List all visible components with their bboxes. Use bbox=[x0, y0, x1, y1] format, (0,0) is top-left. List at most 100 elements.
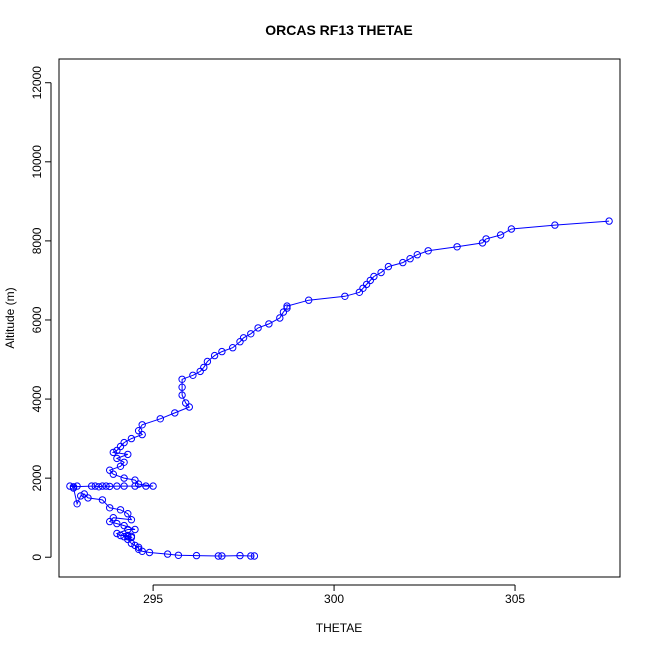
data-point bbox=[127, 434, 136, 443]
y-tick-label: 8000 bbox=[30, 227, 44, 254]
data-point bbox=[189, 371, 197, 379]
data-point bbox=[120, 438, 128, 447]
x-tick-label: 300 bbox=[324, 592, 344, 606]
data-point bbox=[239, 334, 248, 342]
data-point bbox=[142, 482, 150, 490]
data-point bbox=[214, 552, 223, 560]
x-axis-label: THETAE bbox=[316, 621, 362, 635]
data-point bbox=[98, 482, 107, 490]
data-point bbox=[265, 320, 273, 328]
data-point bbox=[145, 548, 154, 557]
data-point bbox=[149, 482, 157, 490]
data-point bbox=[178, 391, 186, 399]
data-point bbox=[163, 550, 172, 558]
x-tick-label: 295 bbox=[143, 592, 163, 606]
data-point bbox=[69, 483, 78, 491]
data-point bbox=[174, 551, 183, 559]
data-point bbox=[424, 247, 432, 255]
data-point bbox=[109, 448, 118, 457]
data-point bbox=[131, 525, 139, 534]
data-point bbox=[87, 482, 96, 490]
data-point bbox=[384, 262, 393, 271]
data-point bbox=[113, 482, 121, 490]
plot-frame bbox=[58, 58, 621, 578]
y-tick-label: 2000 bbox=[30, 464, 44, 491]
data-point bbox=[66, 482, 74, 490]
data-point bbox=[507, 225, 516, 233]
data-point bbox=[218, 347, 226, 356]
data-point bbox=[91, 482, 99, 490]
data-point bbox=[120, 521, 128, 530]
data-point bbox=[134, 427, 143, 435]
data-point bbox=[283, 304, 291, 312]
data-point bbox=[73, 500, 81, 508]
data-point bbox=[116, 506, 125, 514]
data-point bbox=[482, 235, 490, 243]
data-point bbox=[453, 243, 461, 251]
data-point bbox=[131, 476, 139, 484]
data-point bbox=[109, 514, 118, 522]
data-point bbox=[127, 516, 136, 524]
data-point bbox=[113, 519, 121, 528]
data-point bbox=[218, 552, 226, 560]
data-point bbox=[406, 255, 414, 263]
data-point bbox=[254, 324, 262, 332]
series-layer bbox=[66, 217, 613, 560]
data-point bbox=[203, 357, 212, 366]
y-tick-label: 6000 bbox=[30, 306, 44, 333]
data-point bbox=[127, 532, 136, 540]
y-tick-label: 0 bbox=[30, 554, 44, 561]
data-point bbox=[229, 344, 237, 352]
data-point bbox=[124, 525, 132, 534]
data-point bbox=[276, 314, 284, 322]
y-tick-label: 12000 bbox=[30, 66, 44, 100]
data-point bbox=[413, 251, 421, 259]
data-point bbox=[120, 533, 128, 541]
data-point bbox=[247, 330, 255, 338]
y-axis: 0 2000 4000 6000 8000 10000 12000 bbox=[30, 66, 52, 561]
data-point bbox=[377, 268, 385, 277]
data-point bbox=[362, 280, 371, 289]
data-point bbox=[247, 552, 255, 560]
data-point bbox=[84, 494, 92, 502]
x-tick-label: 305 bbox=[505, 592, 525, 606]
data-point bbox=[250, 552, 259, 560]
data-point bbox=[178, 383, 186, 391]
data-point bbox=[551, 221, 559, 229]
data-point bbox=[370, 272, 378, 281]
data-point bbox=[102, 482, 110, 490]
data-point bbox=[182, 399, 190, 407]
data-point bbox=[605, 217, 613, 225]
data-point bbox=[496, 231, 505, 239]
data-point bbox=[283, 302, 291, 310]
data-point bbox=[98, 496, 107, 504]
data-point bbox=[113, 529, 121, 538]
data-point bbox=[399, 258, 407, 267]
data-point bbox=[305, 296, 313, 304]
data-point bbox=[77, 492, 85, 500]
data-point bbox=[192, 551, 201, 560]
y-tick-label: 10000 bbox=[30, 145, 44, 179]
data-point bbox=[116, 531, 125, 540]
data-point bbox=[73, 482, 81, 490]
data-point bbox=[200, 363, 208, 372]
data-point bbox=[171, 409, 179, 417]
data-point bbox=[210, 351, 219, 360]
x-axis: 295 300 305 bbox=[143, 584, 525, 606]
series-line bbox=[69, 220, 610, 557]
data-point bbox=[138, 421, 146, 429]
data-point bbox=[341, 292, 349, 300]
data-point bbox=[106, 482, 114, 491]
data-point bbox=[113, 454, 121, 463]
data-point bbox=[106, 504, 114, 512]
data-point bbox=[120, 474, 128, 482]
data-point bbox=[134, 543, 143, 551]
data-point bbox=[178, 375, 186, 383]
y-tick-label: 4000 bbox=[30, 385, 44, 412]
data-point bbox=[120, 458, 128, 466]
chart-title: ORCAS RF13 THETAE bbox=[265, 22, 413, 38]
data-point bbox=[80, 490, 89, 498]
data-point bbox=[106, 466, 114, 474]
y-axis-label: Altitude (m) bbox=[3, 287, 17, 348]
